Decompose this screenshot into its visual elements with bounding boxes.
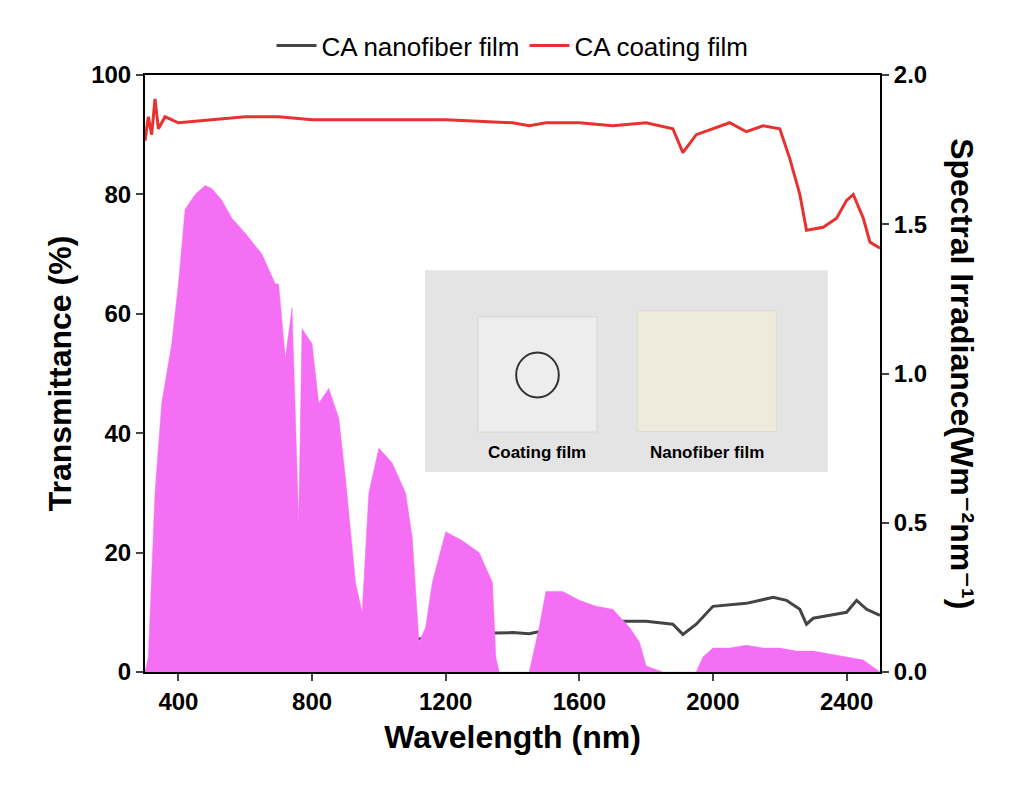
svg-text:0: 0 bbox=[118, 658, 131, 685]
svg-text:Nanofiber film: Nanofiber film bbox=[650, 443, 764, 462]
svg-text:2.0: 2.0 bbox=[894, 61, 927, 88]
svg-text:2400: 2400 bbox=[820, 688, 873, 715]
svg-text:1.5: 1.5 bbox=[894, 211, 927, 238]
svg-text:CA coating film: CA coating film bbox=[574, 32, 747, 62]
svg-text:400: 400 bbox=[158, 688, 198, 715]
svg-text:800: 800 bbox=[292, 688, 332, 715]
svg-text:Wavelength (nm): Wavelength (nm) bbox=[384, 719, 641, 755]
svg-text:1600: 1600 bbox=[553, 688, 606, 715]
svg-text:100: 100 bbox=[91, 61, 131, 88]
svg-text:1200: 1200 bbox=[419, 688, 472, 715]
svg-text:40: 40 bbox=[104, 420, 131, 447]
svg-text:Transmittance (%): Transmittance (%) bbox=[42, 236, 78, 512]
svg-text:2000: 2000 bbox=[686, 688, 739, 715]
svg-text:0.5: 0.5 bbox=[894, 509, 927, 536]
svg-text:Spectral Irradiance(Wm⁻²nm⁻¹): Spectral Irradiance(Wm⁻²nm⁻¹) bbox=[944, 138, 980, 609]
svg-text:80: 80 bbox=[104, 181, 131, 208]
svg-text:1.0: 1.0 bbox=[894, 360, 927, 387]
svg-text:CA nanofiber film: CA nanofiber film bbox=[322, 32, 520, 62]
svg-text:20: 20 bbox=[104, 539, 131, 566]
svg-text:0.0: 0.0 bbox=[894, 658, 927, 685]
svg-text:Coating film: Coating film bbox=[488, 443, 586, 462]
svg-text:60: 60 bbox=[104, 300, 131, 327]
